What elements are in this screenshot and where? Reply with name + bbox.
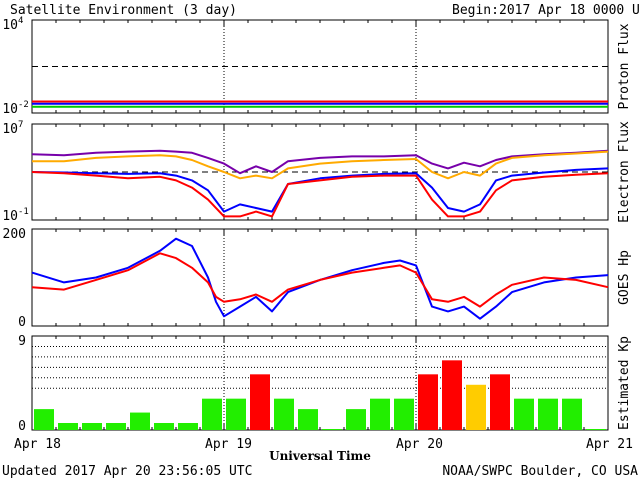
y-tick-label: 10 [2,122,18,137]
y-tick-label: 10 [2,209,18,224]
panel-frame [31,228,609,327]
kp-bar [202,398,222,430]
plot-title: Satellite Environment (3 day) [10,3,237,18]
credit-text: NOAA/SWPC Boulder, CO USA [442,464,638,479]
kp-bar [274,398,294,430]
y-tick-label: 10 [2,18,18,33]
kp-bar [538,398,558,430]
kp-bar [226,398,246,430]
kp-bar [514,398,534,430]
x-tick-label: Apr 20 [396,437,443,452]
tick-exponent: -1 [18,207,29,217]
series-line [31,171,609,218]
tick-exponent: 7 [18,120,23,130]
panel-frame [31,19,609,114]
series-line [32,150,609,180]
y-axis-label: Proton Flux [617,23,632,109]
kp-bar [130,412,150,430]
kp-bar [82,423,102,430]
x-tick-label: Apr 21 [586,437,633,452]
x-axis-title: Universal Time [269,449,371,463]
updated-timestamp: Updated 2017 Apr 20 23:56:05 UTC [2,464,252,479]
tick-base: 10 [2,18,18,33]
x-tick-label: Apr 19 [205,437,252,452]
y-tick-label: 200 [3,227,26,242]
kp-bar [34,409,54,430]
kp-bar [346,409,366,430]
kp-bar [298,409,318,430]
kp-bar [106,423,126,430]
y-tick-label: 10 [2,102,18,117]
begin-label: Begin: [452,3,499,18]
tick-base: 10 [2,122,18,137]
panel-frame [31,123,609,221]
kp-bar [562,398,582,430]
tick-exponent: -2 [18,100,29,110]
kp-bar [394,398,414,430]
y-axis-label: Electron Flux [617,121,632,223]
tick-base: 10 [2,102,18,117]
y-tick-label: 9 [18,334,26,349]
y-tick-label: 0 [18,419,26,434]
kp-bar [418,374,438,430]
kp-bar [370,398,390,430]
kp-bar [442,360,462,430]
y-axis-label: GOES Hp [617,250,632,305]
kp-bar [322,429,342,430]
kp-bar [250,374,270,430]
kp-bar [586,429,606,430]
tick-exponent: 4 [18,16,23,26]
series-line [31,149,609,175]
kp-bar [58,423,78,430]
kp-bar [490,374,510,430]
x-tick-label: Apr 18 [14,437,61,452]
y-axis-label: Estimated Kp [617,336,632,430]
series-line [31,237,609,320]
kp-bar [178,423,198,430]
tick-base: 10 [2,209,18,224]
series-line [31,167,609,213]
kp-bar [466,384,486,430]
kp-bar [154,423,174,430]
begin-value: 2017 Apr 18 0000 UTC [499,3,640,18]
y-tick-label: 0 [18,315,26,330]
series-line [31,252,609,308]
